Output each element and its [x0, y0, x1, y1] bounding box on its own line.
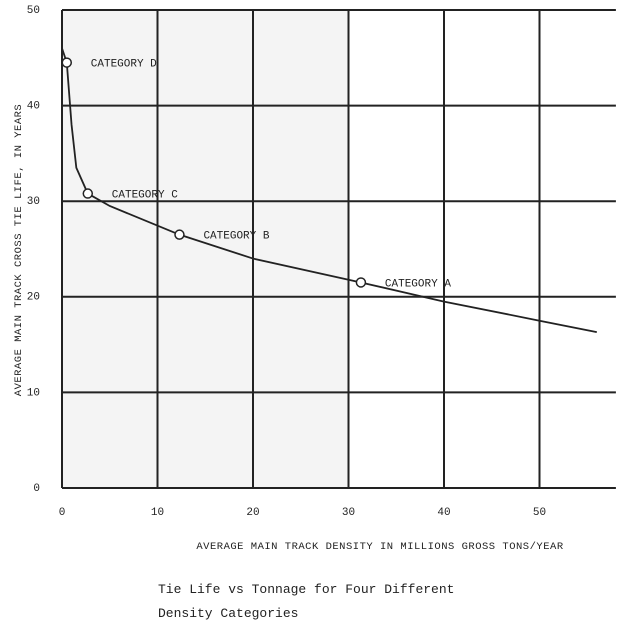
point-marker [174, 229, 185, 240]
caption: Tie Life vs Tonnage for Four Different D… [158, 582, 455, 621]
y-tick-label: 0 [33, 483, 40, 495]
point-label: CATEGORY A [385, 278, 451, 290]
y-tick-label: 10 [27, 387, 40, 399]
point-label: CATEGORY B [203, 231, 269, 243]
point-marker [82, 188, 94, 199]
y-tick-label: 20 [27, 292, 40, 304]
curve [61, 47, 597, 334]
point-label: CATEGORY C [112, 189, 178, 201]
y-tick-label: 50 [27, 5, 40, 17]
chart: AVERAGE MAIN TRACK DENSITY IN MILLIONS G… [13, 5, 616, 553]
x-tick-label: 30 [342, 507, 355, 519]
x-tick-label: 40 [437, 507, 450, 519]
y-tick-label: 40 [27, 101, 40, 113]
point-marker [355, 277, 367, 288]
x-tick-label: 20 [246, 507, 259, 519]
point-marker [61, 57, 73, 68]
plot-shade [62, 10, 349, 488]
point-label: CATEGORY D [91, 58, 157, 70]
x-axis-title: AVERAGE MAIN TRACK DENSITY IN MILLIONS G… [196, 541, 563, 553]
x-tick-label: 10 [151, 507, 164, 519]
x-tick-label: 50 [533, 507, 546, 519]
x-tick-label: 0 [59, 507, 66, 519]
y-tick-label: 30 [27, 196, 40, 208]
y-axis-title: AVERAGE MAIN TRACK CROSS TIE LIFE, IN YE… [13, 104, 25, 396]
